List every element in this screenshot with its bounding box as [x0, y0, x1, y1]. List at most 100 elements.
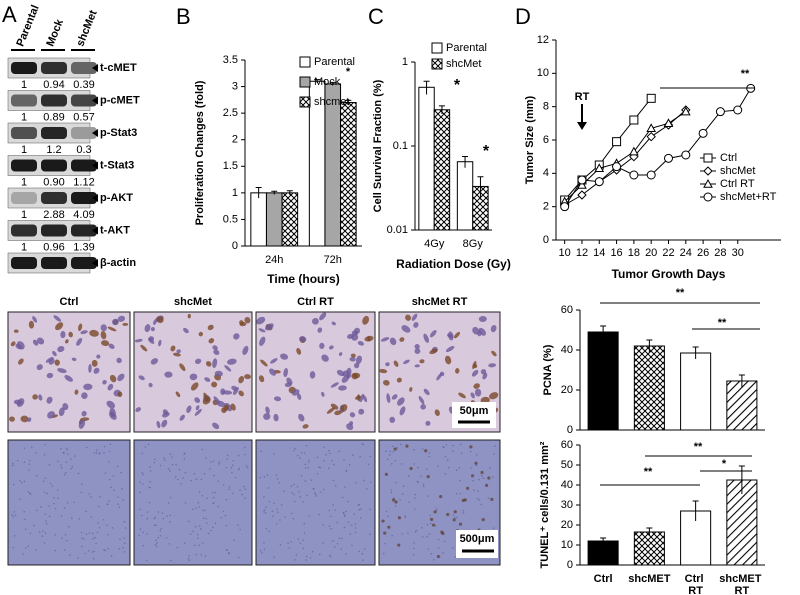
- speckle: [454, 516, 456, 519]
- speckle: [170, 496, 172, 499]
- blot-band: [11, 257, 37, 269]
- nucleus: [187, 313, 191, 319]
- nucleus: [16, 341, 25, 350]
- speckle: [43, 542, 46, 544]
- speckle: [310, 479, 313, 482]
- speckle: [391, 534, 393, 537]
- legend-label: Mock: [314, 76, 341, 88]
- speckle: [332, 479, 335, 482]
- speckle: [312, 488, 315, 490]
- speckle: [259, 477, 262, 479]
- blot-band: [41, 192, 67, 204]
- nucleus: [81, 392, 88, 400]
- nucleus: [258, 375, 265, 383]
- speckle: [407, 475, 410, 477]
- annotation: *: [346, 66, 351, 78]
- blot-label: t-Stat3: [100, 159, 134, 171]
- speckle: [224, 514, 227, 517]
- speckle: [261, 552, 263, 554]
- nucleus: [319, 312, 327, 321]
- x-tick-label: 10: [559, 247, 571, 259]
- speckle: [153, 517, 156, 520]
- error-bar: [646, 339, 653, 352]
- speckle: [194, 526, 197, 528]
- speckle: [426, 468, 428, 471]
- blot-label: t-AKT: [100, 224, 130, 236]
- speckle: [237, 454, 240, 457]
- nucleus: [352, 372, 361, 379]
- speckle: [439, 555, 441, 558]
- speckle: [226, 454, 229, 457]
- speckle: [442, 552, 444, 554]
- nucleus: [326, 407, 335, 414]
- speckle: [390, 491, 393, 494]
- nucleus: [338, 385, 347, 391]
- nucleus: [425, 420, 431, 426]
- panel-letter: A: [2, 2, 17, 27]
- speckle: [106, 533, 109, 536]
- micrograph: [255, 439, 376, 566]
- speckle: [288, 547, 290, 549]
- speckle: [336, 521, 339, 524]
- nucleus: [108, 343, 115, 349]
- speckle: [417, 481, 419, 483]
- speckle: [225, 498, 228, 501]
- legend-label: Parental: [446, 42, 487, 54]
- speckle: [408, 501, 411, 503]
- speckle: [198, 525, 201, 527]
- speckle: [142, 544, 145, 547]
- speckle: [444, 473, 447, 475]
- y-tick-label: 6: [543, 134, 549, 146]
- speckle: [437, 538, 440, 541]
- nucleus: [47, 411, 55, 419]
- speckle: [242, 485, 245, 488]
- speckle: [14, 514, 17, 516]
- speckle: [68, 525, 70, 528]
- x-tick-label: 14: [593, 247, 605, 259]
- y-tick-label: 12: [537, 34, 549, 46]
- speckle: [45, 520, 47, 522]
- speckle: [433, 510, 437, 514]
- annotation-arrowhead: [577, 122, 587, 130]
- speckle: [66, 539, 68, 542]
- speckle: [293, 483, 295, 486]
- speckle: [218, 461, 221, 464]
- speckle: [94, 536, 96, 539]
- speckle: [453, 510, 457, 514]
- nucleus: [68, 331, 73, 338]
- nucleus: [195, 405, 200, 411]
- nucleus: [207, 324, 214, 331]
- x-tick-label: 24: [680, 247, 692, 259]
- speckle: [290, 541, 292, 543]
- speckle: [51, 485, 54, 487]
- speckle: [300, 474, 303, 477]
- speckle: [155, 542, 158, 544]
- speckle: [54, 507, 57, 510]
- speckle: [263, 548, 266, 551]
- column-label: Ctrl RT: [297, 296, 334, 308]
- speckle: [205, 457, 207, 459]
- speckle: [166, 515, 168, 518]
- speckle: [239, 528, 242, 531]
- bar: [633, 345, 665, 431]
- speckle: [404, 516, 407, 518]
- nucleus: [71, 357, 77, 362]
- nucleus: [471, 369, 479, 377]
- scale-box: [452, 402, 496, 428]
- speckle: [305, 559, 308, 561]
- speckle: [316, 456, 319, 459]
- speckle: [459, 443, 462, 446]
- legend-label: Parental: [314, 56, 355, 68]
- nucleus: [212, 422, 220, 430]
- x-tick-label: 12: [576, 247, 588, 259]
- blot-quant: 1: [21, 241, 27, 253]
- speckle: [316, 472, 319, 475]
- speckle: [159, 464, 162, 467]
- speckle: [24, 528, 27, 531]
- nucleus: [32, 394, 38, 400]
- nucleus: [414, 364, 420, 368]
- speckle: [163, 457, 165, 459]
- speckle: [25, 547, 27, 549]
- speckle: [394, 459, 397, 462]
- nucleus: [244, 317, 251, 324]
